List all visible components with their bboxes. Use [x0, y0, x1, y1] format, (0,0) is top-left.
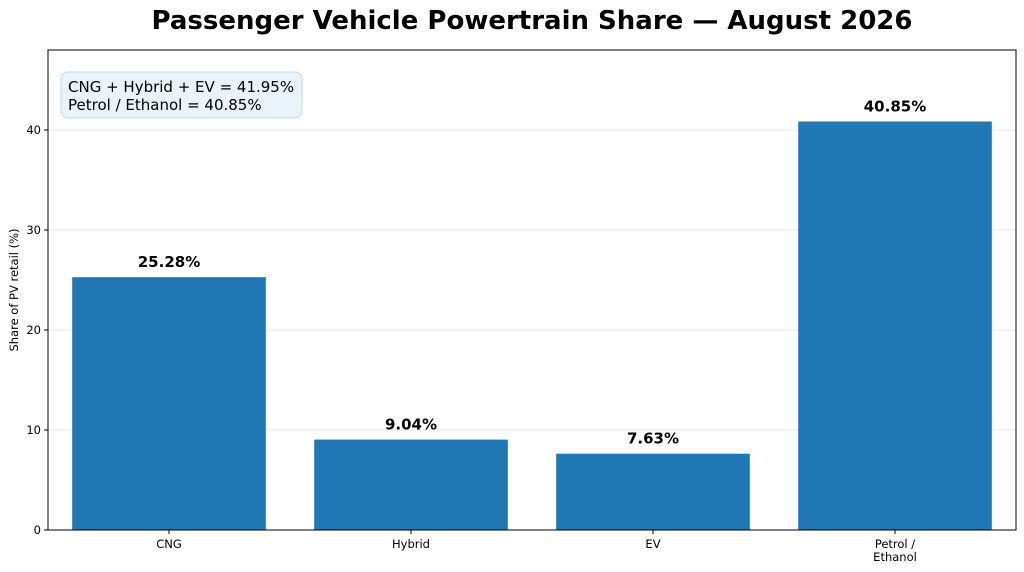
x-tick-label: Ethanol [873, 550, 917, 564]
y-axis: 0 10 20 30 40 [26, 123, 48, 537]
y-tick-label: 40 [26, 123, 41, 137]
bar-value-label: 9.04% [385, 416, 437, 434]
data-labels: 25.28% 9.04% 7.63% 40.85% [138, 98, 926, 448]
bar-value-label: 40.85% [864, 98, 926, 116]
x-tick-label: Petrol / [875, 537, 915, 551]
x-tick-label: EV [645, 537, 660, 551]
bar [314, 439, 508, 530]
bar-value-label: 7.63% [627, 430, 679, 448]
chart-title: Passenger Vehicle Powertrain Share — Aug… [152, 6, 913, 36]
y-tick-label: 0 [34, 523, 41, 537]
annotation-background [60, 71, 303, 119]
x-tick-label: CNG [156, 537, 182, 551]
annotation-box: CNG + Hybrid + EV = 41.95% Petrol / Etha… [60, 71, 303, 119]
x-axis: CNG Hybrid EV Petrol /Ethanol [156, 530, 917, 564]
bars [72, 121, 992, 530]
x-tick-label: Hybrid [392, 537, 430, 551]
y-axis-label: Share of PV retail (%) [7, 228, 21, 351]
y-tick-label: 20 [26, 323, 41, 337]
bar-value-label: 25.28% [138, 253, 200, 271]
bar [798, 121, 992, 530]
annotation-line-2: Petrol / Ethanol = 40.85% [68, 96, 262, 114]
plot-frame [47, 49, 1017, 531]
y-tick-label: 10 [26, 423, 41, 437]
annotation-line-1: CNG + Hybrid + EV = 41.95% [68, 78, 294, 96]
bar [72, 277, 266, 530]
bar [556, 453, 750, 530]
y-tick-label: 30 [26, 223, 41, 237]
